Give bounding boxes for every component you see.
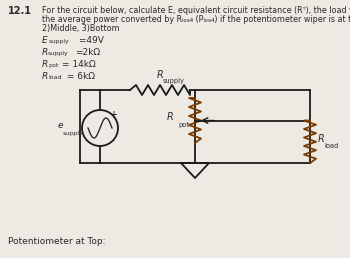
Text: For the circuit below, calculate E, equivalent circuit resistance (Rᵀ), the load: For the circuit below, calculate E, equi…	[42, 6, 350, 15]
Text: 12.1: 12.1	[8, 6, 32, 16]
Text: e: e	[58, 122, 63, 131]
Text: +: +	[109, 110, 117, 120]
Text: R: R	[318, 134, 325, 144]
Text: pot: pot	[178, 122, 189, 127]
Text: supply: supply	[48, 51, 69, 56]
Text: R: R	[157, 70, 164, 80]
Text: load: load	[324, 143, 338, 149]
Text: =49V: =49V	[76, 36, 104, 45]
Text: R: R	[42, 60, 48, 69]
Text: R: R	[166, 112, 173, 123]
Text: 2)Middle, 3)Bottom: 2)Middle, 3)Bottom	[42, 24, 120, 33]
Text: supply: supply	[49, 39, 70, 44]
Text: load: load	[48, 75, 62, 80]
Text: = 14kΩ: = 14kΩ	[62, 60, 96, 69]
Text: = 6kΩ: = 6kΩ	[64, 72, 95, 81]
Text: supply: supply	[63, 131, 84, 135]
Text: R: R	[42, 72, 48, 81]
Text: supply: supply	[163, 78, 185, 84]
Text: R: R	[42, 48, 48, 57]
Text: =2kΩ: =2kΩ	[75, 48, 100, 57]
Text: the average power converted by Rₗₒₐ₄ (Pₗₒₐ₄) if the potentiometer wiper is at th: the average power converted by Rₗₒₐ₄ (Pₗ…	[42, 15, 350, 24]
Text: E: E	[42, 36, 48, 45]
Text: Potentiometer at Top:: Potentiometer at Top:	[8, 237, 105, 246]
Text: pot: pot	[48, 63, 58, 68]
